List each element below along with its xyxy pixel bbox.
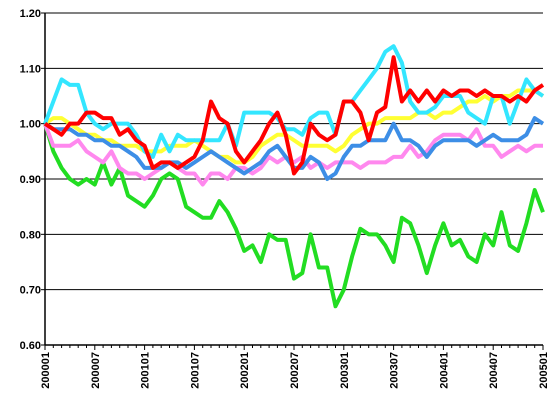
x-tick-label: 200107 <box>189 352 201 389</box>
y-tick-label: 1.10 <box>20 63 41 75</box>
y-tick-label: 1.20 <box>20 8 41 20</box>
x-tick-label: 200307 <box>389 352 401 389</box>
series-line <box>43 44 545 159</box>
x-tick-label: 200301 <box>339 352 351 389</box>
x-tick-label: 200001 <box>40 352 52 389</box>
series-line <box>43 55 545 176</box>
y-tick-label: 0.90 <box>20 174 41 186</box>
y-tick-label: 0.70 <box>20 285 41 297</box>
y-tick-label: 0.80 <box>20 229 41 241</box>
x-tick-label: 200407 <box>488 352 500 389</box>
x-tick-label: 200501 <box>538 352 547 389</box>
x-tick-label: 200207 <box>289 352 301 389</box>
y-tick-label: 0.60 <box>20 340 41 352</box>
series-line <box>43 88 545 165</box>
x-tick-label: 200007 <box>90 352 102 389</box>
series-line <box>43 122 543 187</box>
series-line <box>43 123 545 309</box>
x-tick-label: 200401 <box>438 352 450 389</box>
y-tick-label: 1.00 <box>20 119 41 131</box>
x-tick-label: 200101 <box>140 352 152 389</box>
x-tick-label: 200201 <box>239 352 251 389</box>
